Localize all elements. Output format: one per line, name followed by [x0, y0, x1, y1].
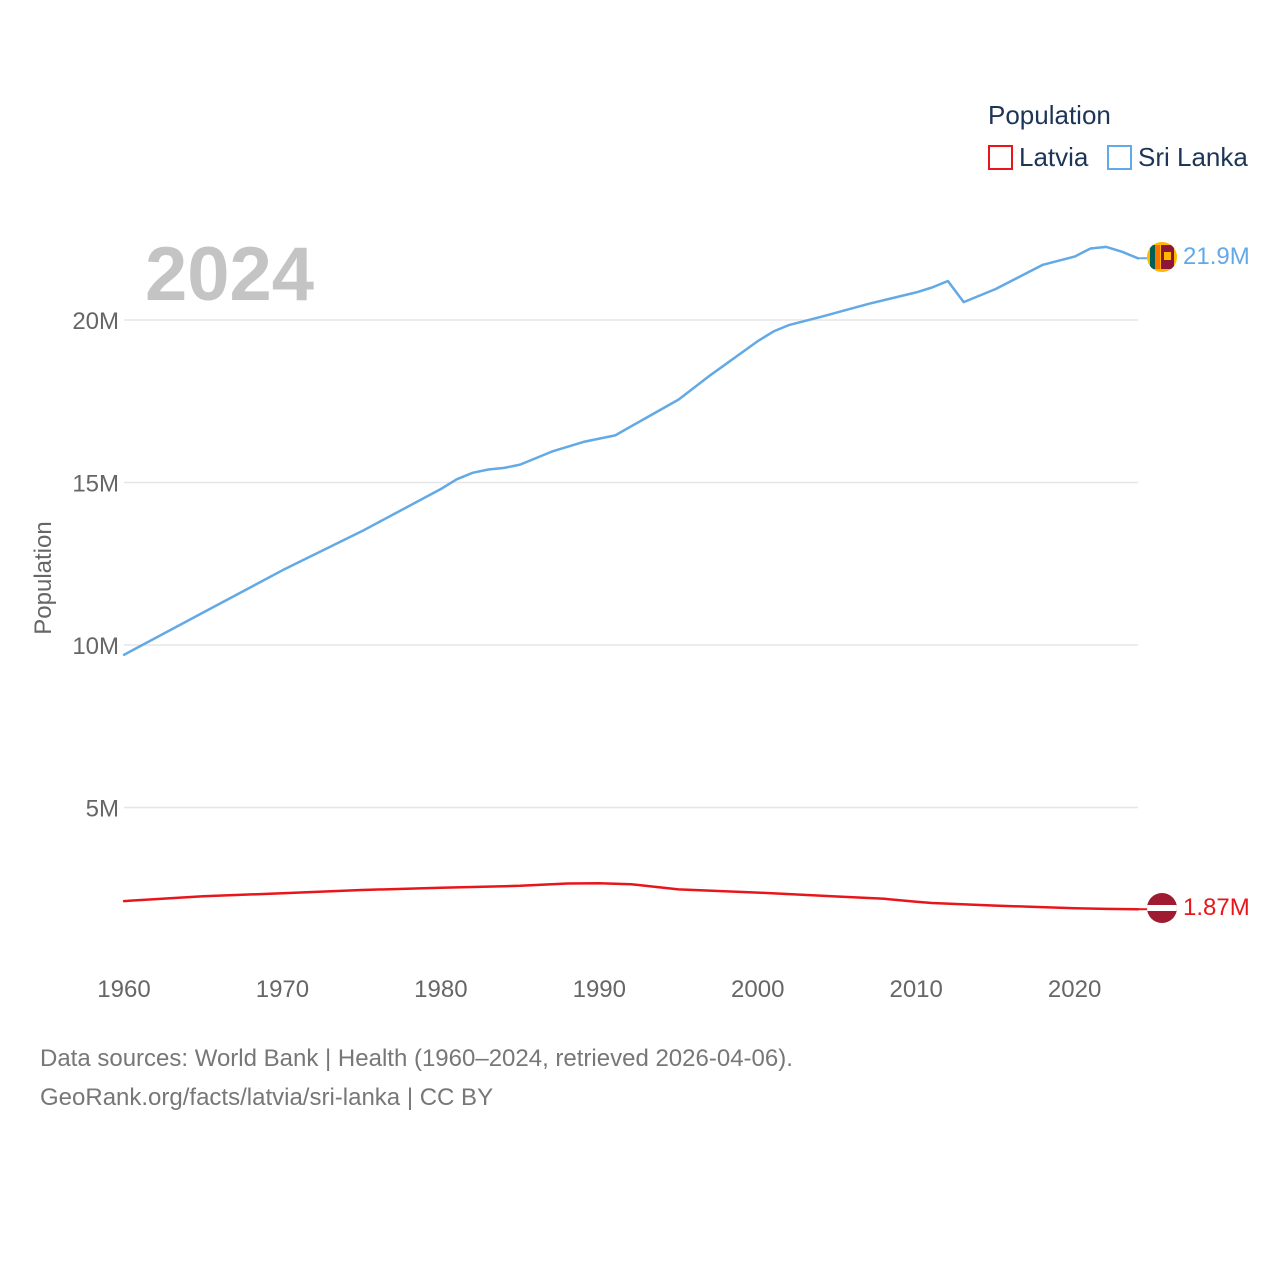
- end-label-latvia: 1.87M: [1183, 894, 1250, 921]
- legend-swatch-sri-lanka[interactable]: [1107, 145, 1132, 170]
- end-label-sri-lanka: 21.9M: [1183, 243, 1250, 270]
- y-tick-label: 15M: [72, 471, 119, 498]
- legend-title: Population: [988, 100, 1111, 130]
- x-axis-ticks: 1960 1970 1980 1990 2000 2010 2020: [97, 976, 1101, 1003]
- x-tick-label: 1970: [256, 976, 309, 1003]
- legend-swatch-latvia[interactable]: [988, 145, 1013, 170]
- series-line-latvia[interactable]: [122, 881, 1140, 911]
- y-tick-label: 10M: [72, 633, 119, 660]
- series-line-sri-lanka[interactable]: [122, 245, 1140, 657]
- legend-label-latvia[interactable]: Latvia: [1019, 142, 1089, 172]
- source-line-1: Data sources: World Bank | Health (1960–…: [40, 1045, 793, 1072]
- x-tick-label: 1980: [414, 976, 467, 1003]
- legend: Population Latvia Sri Lanka: [988, 100, 1248, 172]
- y-axis-ticks: 5M 10M 15M 20M: [72, 308, 119, 823]
- x-tick-label: 1960: [97, 976, 150, 1003]
- gridlines: [124, 319, 1138, 809]
- legend-label-sri-lanka[interactable]: Sri Lanka: [1138, 142, 1248, 172]
- y-tick-label: 5M: [86, 796, 119, 823]
- x-tick-label: 1990: [573, 976, 626, 1003]
- y-axis-label: Population: [30, 521, 57, 634]
- series-lines: [122, 245, 1147, 911]
- x-tick-label: 2020: [1048, 976, 1101, 1003]
- source-line-2[interactable]: GeoRank.org/facts/latvia/sri-lanka | CC …: [40, 1084, 494, 1111]
- x-tick-label: 2010: [889, 976, 942, 1003]
- latvia-flag-icon: [1147, 893, 1177, 923]
- x-tick-label: 2000: [731, 976, 784, 1003]
- sri-lanka-flag-icon: [1147, 242, 1177, 272]
- year-label: 2024: [145, 232, 314, 317]
- y-tick-label: 20M: [72, 308, 119, 335]
